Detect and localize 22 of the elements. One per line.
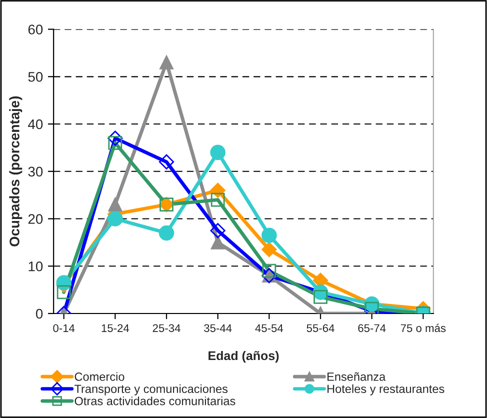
legend-label: Enseñanza xyxy=(328,372,386,381)
legend-label: Transporte y comunicaciones xyxy=(74,384,228,396)
legend-label: Otras actividades comunitarias xyxy=(74,396,236,406)
legend-label: Comercio xyxy=(74,372,124,381)
x-tick-label: 0-14 xyxy=(53,324,75,332)
x-axis-title: Edad (años) xyxy=(208,350,279,363)
x-tick-label: 35-44 xyxy=(204,324,232,332)
x-tick-label: 55-64 xyxy=(306,324,334,332)
y-tick-label: 10 xyxy=(28,261,43,272)
x-tick-label: 15-24 xyxy=(102,324,130,332)
y-tick-label: 30 xyxy=(28,166,43,177)
y-tick-label: 0 xyxy=(36,308,43,319)
x-tick-label: 25-34 xyxy=(152,324,180,332)
y-tick-label: 50 xyxy=(28,72,43,82)
x-tick-label: 75 o más xyxy=(400,324,446,332)
x-tick-label: 45-54 xyxy=(255,324,284,332)
y-tick-label: 40 xyxy=(28,119,43,130)
y-tick-label: 20 xyxy=(28,214,43,224)
y-axis-title: Ocupados (porcentaje) xyxy=(9,96,22,246)
legend-label: Hoteles y restaurantes xyxy=(328,384,444,396)
x-tick-label: 65-74 xyxy=(358,324,386,332)
y-tick-label: 60 xyxy=(28,24,43,34)
